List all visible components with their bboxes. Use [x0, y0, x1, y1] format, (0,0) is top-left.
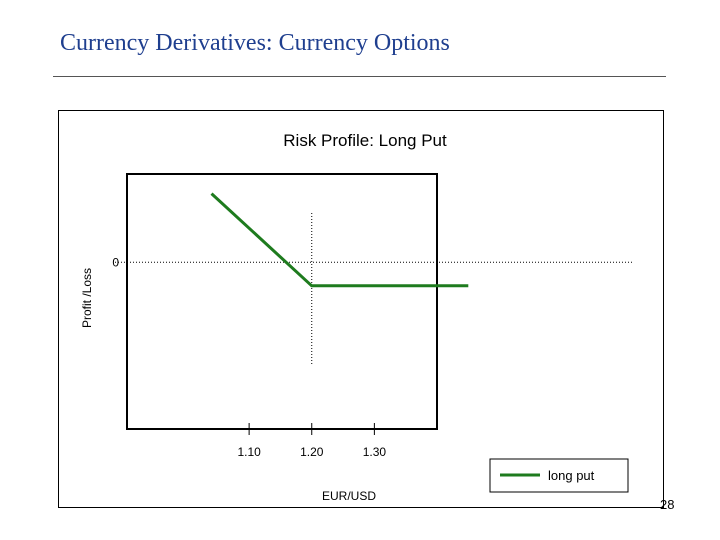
y-tick-label: 0 — [112, 255, 119, 269]
series-line-long-put — [210, 192, 469, 288]
title-divider — [53, 76, 666, 77]
legend: long put — [489, 458, 629, 493]
chart-marks: 0 1.10 1.20 1.30 — [112, 192, 632, 459]
legend-label: long put — [548, 468, 595, 483]
chart-frame — [58, 110, 664, 508]
chart-title: Risk Profile: Long Put — [283, 131, 447, 150]
slide-title: Currency Derivatives: Currency Options — [60, 30, 450, 56]
plot-area — [126, 173, 438, 430]
x-tick-label: 1.10 — [237, 445, 261, 459]
x-tick-label: 1.30 — [363, 445, 387, 459]
page-number: 28 — [660, 497, 675, 512]
y-axis-label: Profit /Loss — [80, 268, 94, 328]
x-axis-label: EUR/USD — [322, 489, 376, 503]
x-tick-label: 1.20 — [300, 445, 324, 459]
